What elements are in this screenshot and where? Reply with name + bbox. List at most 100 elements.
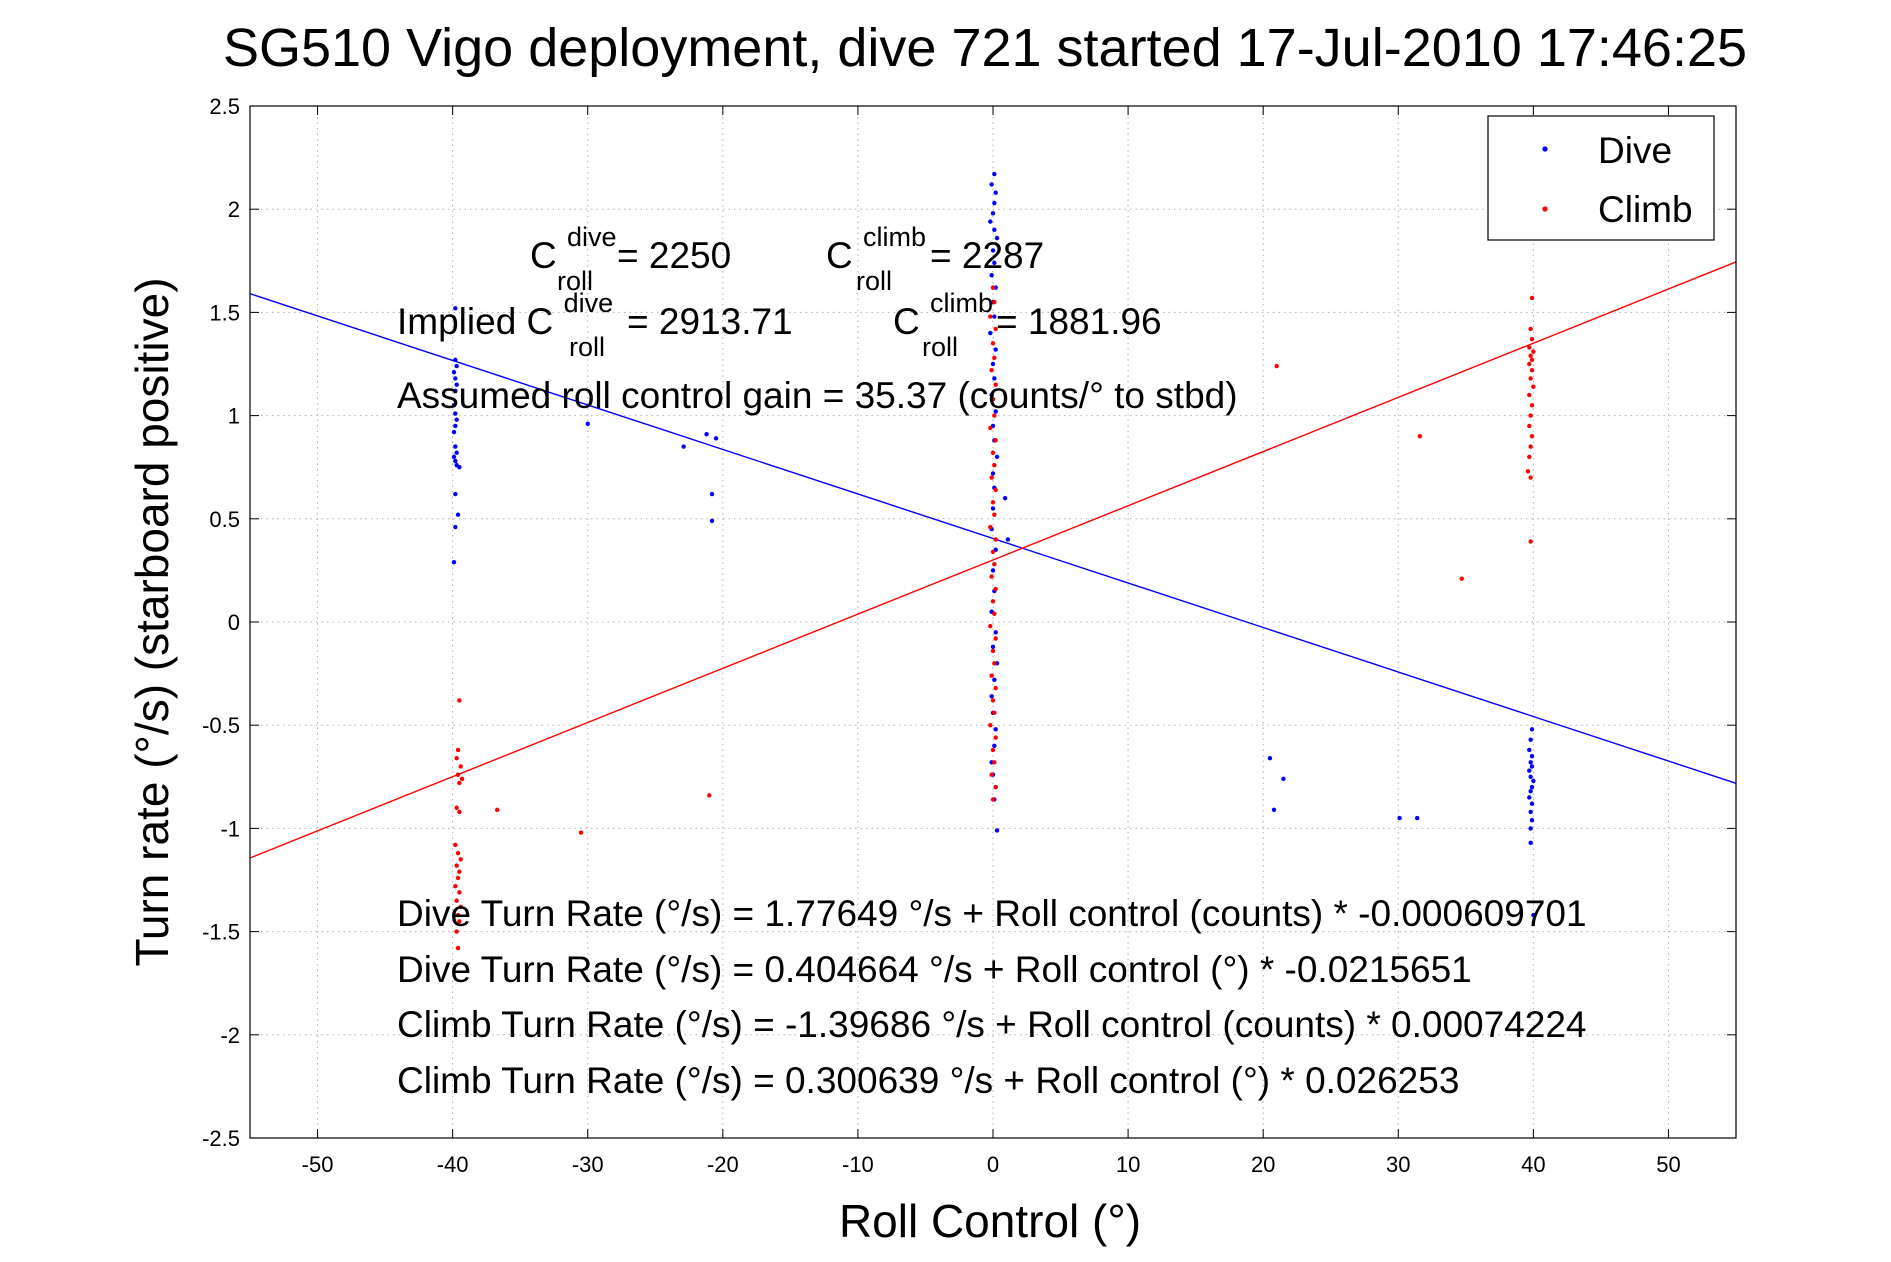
y-tick-label: -0.5 — [202, 713, 240, 738]
climb-point — [455, 850, 461, 856]
legend-label-climb: Climb — [1598, 189, 1693, 230]
climb-point — [992, 661, 997, 666]
dive-point — [990, 506, 996, 511]
climb-point — [454, 756, 459, 761]
dive-point — [1529, 784, 1535, 790]
dive-point — [709, 491, 715, 497]
dive-point — [704, 431, 709, 437]
climb-point — [989, 367, 994, 373]
x-tick-label: 0 — [987, 1152, 999, 1177]
y-tick-label: 0 — [228, 610, 240, 635]
dive-point — [453, 357, 458, 363]
croll-dive-value: = 2250 — [617, 235, 731, 276]
dive-point — [709, 518, 715, 524]
dive-point — [1529, 753, 1535, 759]
dive-point — [1397, 815, 1402, 821]
y-tick-label: -1.5 — [202, 920, 240, 945]
climb-point — [989, 772, 994, 777]
climb-point — [992, 299, 997, 305]
dive-point — [992, 376, 997, 381]
climb-point — [992, 462, 997, 468]
dive-point — [453, 524, 458, 530]
y-tick-label: 2 — [228, 197, 240, 222]
dive-point — [994, 454, 1000, 460]
climb-point — [1528, 539, 1533, 544]
dive-point — [993, 727, 998, 732]
dive-point — [992, 677, 997, 682]
dive-point — [585, 421, 590, 427]
legend-box — [1487, 115, 1715, 241]
dive-point — [990, 361, 996, 367]
dive-point — [993, 347, 998, 352]
dive-point — [1528, 760, 1533, 765]
dive-point — [988, 219, 993, 224]
climb-point — [1529, 337, 1535, 342]
climb-point — [988, 524, 993, 530]
x-tick-label: -30 — [572, 1152, 604, 1177]
dive-point — [454, 417, 459, 422]
climb-point — [992, 562, 997, 567]
dive-point — [990, 568, 996, 573]
climb-point — [1527, 454, 1532, 460]
dive-point — [1267, 756, 1273, 761]
climb-point — [989, 475, 994, 480]
climb-point — [993, 326, 998, 332]
dive-point — [989, 182, 994, 187]
climb-point — [1274, 363, 1279, 369]
x-tick-label: 20 — [1251, 1152, 1275, 1177]
dive-point — [989, 694, 994, 699]
climb-point — [992, 710, 997, 716]
climb-point — [990, 450, 996, 455]
equation-dive-degrees: Dive Turn Rate (°/s) = 0.404664 °/s + Ro… — [397, 949, 1472, 990]
dive-point — [1528, 826, 1533, 831]
climb-point — [990, 500, 996, 505]
dive-point — [453, 423, 458, 429]
climb-point — [453, 883, 458, 889]
dive-point — [453, 491, 458, 497]
croll-climb-sub: roll — [856, 266, 892, 296]
climb-point — [707, 793, 712, 798]
climb-point — [1528, 444, 1533, 449]
dive-point — [993, 630, 998, 635]
croll-climb-value: = 2287 — [930, 235, 1044, 276]
climb-point — [1528, 326, 1533, 332]
croll-dive-sub: roll — [557, 266, 593, 296]
climb-point — [1527, 423, 1532, 429]
climb-point — [457, 780, 462, 786]
climb-point — [1531, 384, 1536, 389]
dive-point — [989, 392, 994, 398]
climb-point — [988, 623, 993, 629]
climb-point — [988, 314, 993, 319]
dive-point — [1529, 727, 1535, 732]
x-tick-label: -10 — [842, 1152, 874, 1177]
climb-point — [989, 574, 994, 579]
climb-point — [993, 438, 998, 443]
climb-point — [1417, 434, 1423, 439]
dive-point — [1002, 495, 1008, 501]
croll-dive-sup: dive — [567, 222, 617, 252]
x-tick-label: -20 — [707, 1152, 739, 1177]
annotations: C dive roll = 2250 C climb roll = 2287 I… — [397, 222, 1587, 1101]
dive-point — [992, 260, 997, 266]
y-tick-label: -2.5 — [202, 1126, 240, 1151]
dive-point — [1527, 768, 1532, 773]
croll-dive-base: C — [530, 235, 557, 276]
dive-point — [989, 273, 994, 278]
dive-point — [1528, 737, 1533, 742]
legend-marker-dive — [1542, 146, 1548, 152]
dive-point — [990, 471, 996, 476]
implied-climb-value: = 1881.96 — [996, 301, 1162, 342]
climb-point — [455, 912, 461, 918]
implied-climb-sub: roll — [922, 332, 958, 362]
dive-point — [453, 444, 458, 449]
climb-point — [993, 784, 998, 790]
climb-point — [1528, 353, 1533, 358]
dive-point — [990, 211, 996, 216]
climb-point — [993, 636, 998, 641]
dive-point — [454, 450, 459, 455]
climb-point — [1529, 295, 1535, 301]
climb-point — [1528, 376, 1533, 381]
dive-point — [1281, 776, 1286, 782]
dive-point — [993, 190, 998, 195]
dive-point — [451, 429, 457, 435]
